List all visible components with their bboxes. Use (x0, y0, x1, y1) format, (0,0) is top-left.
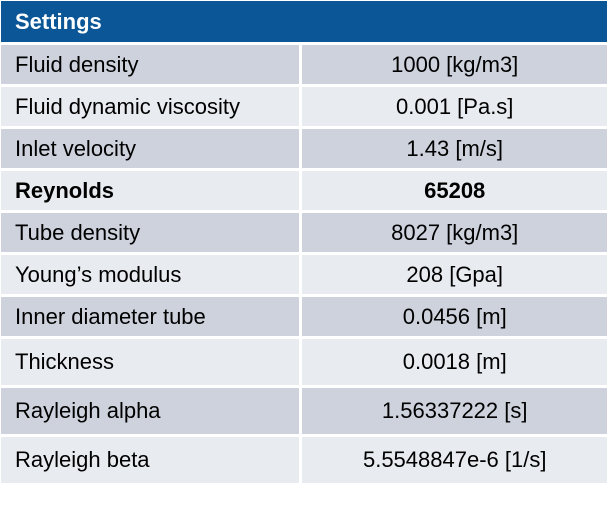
row-value: 1.56337222 [s] (299, 385, 607, 437)
table-row: Tube density 8027 [kg/m3] (1, 210, 607, 255)
table-header: Settings (1, 1, 607, 45)
row-label: Rayleigh alpha (1, 385, 303, 437)
settings-table: Settings Fluid density 1000 [kg/m3] Flui… (1, 1, 607, 486)
table-row: Rayleigh alpha 1.56337222 [s] (1, 385, 607, 437)
row-value: 1.43 [m/s] (299, 126, 607, 171)
row-value: 0.001 [Pa.s] (299, 84, 607, 129)
row-label: Tube density (1, 210, 303, 255)
row-label: Reynolds (1, 168, 303, 213)
table-row: Inner diameter tube 0.0456 [m] (1, 294, 607, 339)
table-row: Thickness 0.0018 [m] (1, 336, 607, 388)
row-label: Fluid density (1, 42, 303, 87)
table-row: Rayleigh beta 5.5548847e-6 [1/s] (1, 434, 607, 486)
table-row: Fluid density 1000 [kg/m3] (1, 42, 607, 87)
table-row: Inlet velocity 1.43 [m/s] (1, 126, 607, 171)
row-value: 65208 (299, 168, 607, 213)
row-label: Rayleigh beta (1, 434, 303, 486)
row-label: Thickness (1, 336, 303, 388)
row-label: Inlet velocity (1, 126, 303, 171)
table-row: Fluid dynamic viscosity 0.001 [Pa.s] (1, 84, 607, 129)
row-label: Fluid dynamic viscosity (1, 84, 303, 129)
row-value: 208 [Gpa] (299, 252, 607, 297)
row-value: 5.5548847e-6 [1/s] (299, 434, 607, 486)
row-value: 0.0456 [m] (299, 294, 607, 339)
row-label: Inner diameter tube (1, 294, 303, 339)
table-header-row: Settings (1, 1, 607, 45)
row-label: Young’s modulus (1, 252, 303, 297)
row-value: 8027 [kg/m3] (299, 210, 607, 255)
table-row: Reynolds 65208 (1, 168, 607, 213)
row-value: 0.0018 [m] (299, 336, 607, 388)
table-row: Young’s modulus 208 [Gpa] (1, 252, 607, 297)
row-value: 1000 [kg/m3] (299, 42, 607, 87)
